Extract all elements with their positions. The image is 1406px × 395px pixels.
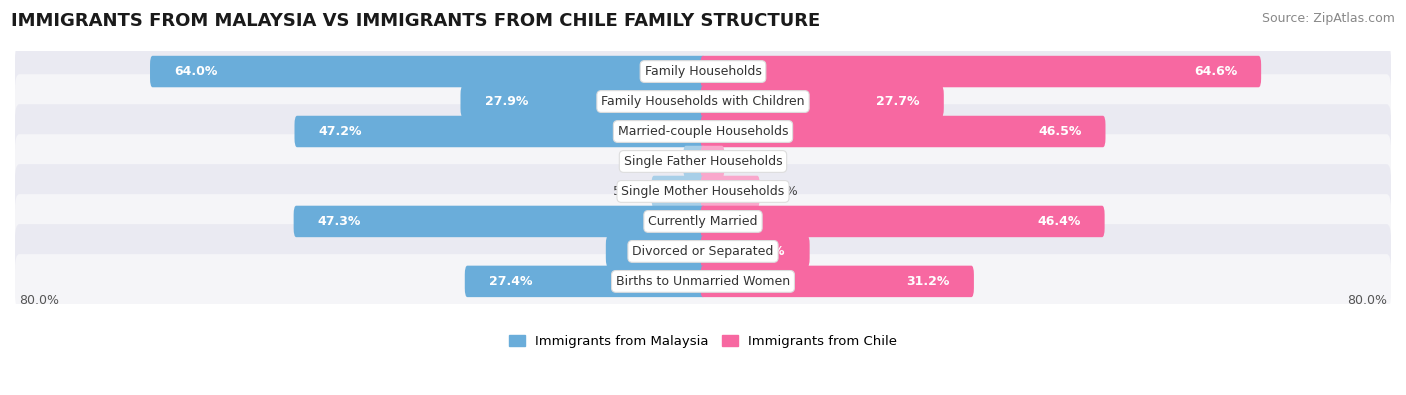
Legend: Immigrants from Malaysia, Immigrants from Chile: Immigrants from Malaysia, Immigrants fro…	[503, 329, 903, 353]
Text: Currently Married: Currently Married	[648, 215, 758, 228]
Text: Single Father Households: Single Father Households	[624, 155, 782, 168]
FancyBboxPatch shape	[683, 146, 706, 177]
Text: 2.0%: 2.0%	[645, 155, 678, 168]
FancyBboxPatch shape	[15, 44, 1391, 99]
FancyBboxPatch shape	[651, 176, 706, 207]
Text: 80.0%: 80.0%	[1347, 294, 1386, 307]
Text: 80.0%: 80.0%	[20, 294, 59, 307]
FancyBboxPatch shape	[15, 224, 1391, 279]
FancyBboxPatch shape	[700, 56, 1261, 87]
FancyBboxPatch shape	[15, 74, 1391, 129]
FancyBboxPatch shape	[15, 134, 1391, 189]
Text: 47.3%: 47.3%	[318, 215, 361, 228]
Text: 31.2%: 31.2%	[907, 275, 950, 288]
FancyBboxPatch shape	[461, 86, 706, 117]
FancyBboxPatch shape	[700, 266, 974, 297]
FancyBboxPatch shape	[700, 236, 810, 267]
Text: Family Households: Family Households	[644, 65, 762, 78]
FancyBboxPatch shape	[700, 86, 943, 117]
FancyBboxPatch shape	[294, 116, 706, 147]
Text: Married-couple Households: Married-couple Households	[617, 125, 789, 138]
Text: 27.9%: 27.9%	[485, 95, 527, 108]
Text: 5.7%: 5.7%	[613, 185, 645, 198]
Text: 2.2%: 2.2%	[731, 155, 762, 168]
Text: 11.0%: 11.0%	[630, 245, 673, 258]
Text: 27.4%: 27.4%	[489, 275, 533, 288]
Text: Family Households with Children: Family Households with Children	[602, 95, 804, 108]
FancyBboxPatch shape	[606, 236, 706, 267]
FancyBboxPatch shape	[700, 176, 759, 207]
Text: 46.5%: 46.5%	[1038, 125, 1081, 138]
Text: Source: ZipAtlas.com: Source: ZipAtlas.com	[1261, 12, 1395, 25]
FancyBboxPatch shape	[700, 146, 724, 177]
FancyBboxPatch shape	[700, 116, 1105, 147]
FancyBboxPatch shape	[465, 266, 706, 297]
FancyBboxPatch shape	[15, 254, 1391, 308]
FancyBboxPatch shape	[15, 194, 1391, 249]
Text: 64.6%: 64.6%	[1194, 65, 1237, 78]
FancyBboxPatch shape	[294, 206, 706, 237]
FancyBboxPatch shape	[15, 104, 1391, 159]
Text: 27.7%: 27.7%	[876, 95, 920, 108]
FancyBboxPatch shape	[700, 206, 1105, 237]
FancyBboxPatch shape	[15, 164, 1391, 219]
Text: 12.1%: 12.1%	[742, 245, 786, 258]
Text: Divorced or Separated: Divorced or Separated	[633, 245, 773, 258]
Text: Births to Unmarried Women: Births to Unmarried Women	[616, 275, 790, 288]
Text: 64.0%: 64.0%	[174, 65, 218, 78]
Text: 46.4%: 46.4%	[1038, 215, 1081, 228]
Text: 47.2%: 47.2%	[319, 125, 363, 138]
Text: 6.3%: 6.3%	[766, 185, 797, 198]
Text: Single Mother Households: Single Mother Households	[621, 185, 785, 198]
FancyBboxPatch shape	[150, 56, 706, 87]
Text: IMMIGRANTS FROM MALAYSIA VS IMMIGRANTS FROM CHILE FAMILY STRUCTURE: IMMIGRANTS FROM MALAYSIA VS IMMIGRANTS F…	[11, 12, 821, 30]
